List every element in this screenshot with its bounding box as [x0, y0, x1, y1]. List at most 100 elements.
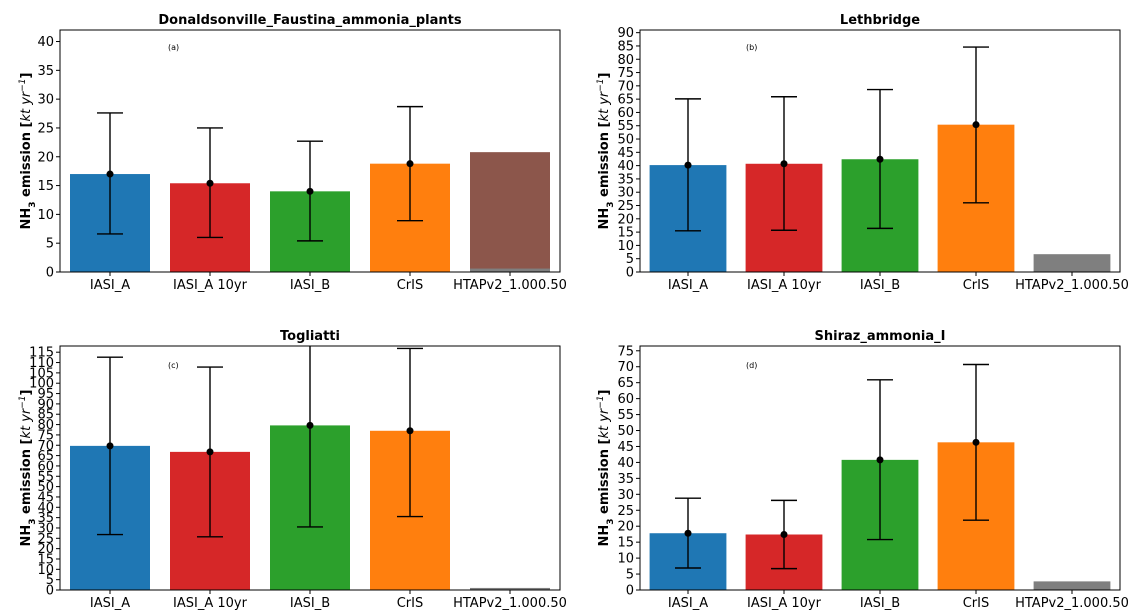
y-tick-label: 0: [46, 584, 54, 599]
y-tick-label: 70: [37, 439, 54, 454]
y-axis-label-part-4: −1: [596, 78, 606, 91]
y-tick-label: 45: [37, 490, 54, 505]
y-axis-label-part-2: emission [: [597, 121, 612, 201]
mean-point: [406, 160, 414, 168]
y-tick-label: 85: [37, 408, 54, 423]
chart-panel-2: Lethbridge(b)051015202530354045505560657…: [596, 13, 1129, 293]
y-axis-label-part-5: ]: [19, 390, 34, 396]
mean-point: [876, 155, 884, 163]
y-axis-label: NH3 emission [kt yr−1]: [596, 390, 616, 547]
y-tick-label: 40: [37, 35, 54, 50]
y-tick-label: 60: [37, 459, 54, 474]
y-tick-label: 20: [617, 520, 634, 535]
x-tick-label: CrIS: [963, 278, 990, 293]
y-tick-label: 0: [626, 584, 634, 599]
x-tick-label: HTAPv2_1.000.50: [453, 278, 567, 293]
y-tick-label: 15: [37, 179, 54, 194]
y-tick-label: 90: [37, 397, 54, 412]
y-axis-label-part-4: −1: [18, 395, 28, 408]
y-axis-label-part-0: NH: [19, 525, 34, 547]
y-tick-label: 30: [617, 186, 634, 201]
y-tick-label: 50: [37, 480, 54, 495]
y-tick-label: 100: [29, 377, 54, 392]
y-tick-label: 10: [617, 239, 634, 254]
x-tick-label: IASI_A 10yr: [173, 596, 248, 610]
mean-point: [684, 529, 692, 537]
y-tick-label: 70: [617, 360, 634, 375]
chart-title: Lethbridge: [840, 13, 920, 28]
y-tick-label: 65: [37, 449, 54, 464]
y-tick-label: 10: [617, 552, 634, 567]
y-tick-label: 20: [37, 150, 54, 165]
y-tick-label: 5: [46, 237, 54, 252]
x-tick-label: IASI_B: [860, 278, 900, 293]
y-axis-label-part-4: −1: [18, 78, 28, 91]
y-tick-label: 105: [29, 366, 54, 381]
mean-point: [684, 161, 692, 169]
y-tick-label: 60: [617, 392, 634, 407]
y-tick-label: 0: [46, 266, 54, 281]
y-axis-label-part-3: kt yr: [19, 407, 34, 438]
y-axis-label-part-0: NH: [597, 525, 612, 547]
mean-point: [206, 179, 214, 187]
x-tick-label: IASI_A 10yr: [747, 278, 822, 293]
y-tick-label: 55: [617, 408, 634, 423]
y-tick-label: 50: [617, 133, 634, 148]
y-tick-label: 40: [617, 159, 634, 174]
y-axis-label: NH3 emission [kt yr−1]: [596, 73, 616, 230]
x-tick-label: IASI_A 10yr: [173, 278, 248, 293]
bar-htapv2-1-000-50: [1033, 581, 1111, 590]
x-tick-label: IASI_A: [90, 278, 130, 293]
y-tick-label: 110: [29, 356, 54, 371]
chart-title: Togliatti: [280, 329, 340, 344]
chart-panel-3: Togliatti (c) 0510152025303540455055606570…: [18, 329, 567, 610]
bar-htapv2-1-000-50: [470, 152, 550, 272]
y-tick-label: 90: [617, 26, 634, 41]
y-axis-label-part-2: emission [: [19, 438, 34, 518]
y-tick-label: 15: [617, 226, 634, 241]
chart-title: Shiraz_ammonia_I: [815, 329, 946, 344]
y-tick-label: 20: [617, 212, 634, 227]
y-tick-label: 35: [617, 172, 634, 187]
y-axis-label-part-5: ]: [597, 73, 612, 79]
y-tick-label: 25: [617, 199, 634, 214]
chart-title: Donaldsonville_Faustina_ammonia_plants: [158, 13, 461, 28]
panel-label: (d): [746, 361, 757, 370]
y-tick-label: 45: [617, 440, 634, 455]
y-tick-label: 50: [617, 424, 634, 439]
y-tick-label: 85: [617, 39, 634, 54]
y-axis-label-part-5: ]: [19, 73, 34, 79]
y-tick-label: 30: [37, 521, 54, 536]
mean-point: [306, 421, 314, 429]
mean-point: [780, 531, 788, 539]
mean-point: [972, 121, 980, 129]
x-tick-label: CrIS: [397, 278, 424, 293]
y-tick-label: 35: [37, 64, 54, 79]
mean-point: [406, 427, 414, 435]
panel-label: (c): [168, 361, 179, 370]
y-tick-label: 75: [617, 66, 634, 81]
x-tick-label: CrIS: [397, 596, 424, 610]
mean-point: [972, 438, 980, 446]
y-axis-label-part-2: emission [: [19, 121, 34, 201]
y-tick-label: 10: [37, 208, 54, 223]
chart-panel-4: Shiraz_ammonia_I (d) 051015202530354045505…: [596, 329, 1129, 610]
y-axis-label-part-4: −1: [596, 395, 606, 408]
x-tick-label: IASI_A 10yr: [747, 596, 822, 610]
y-tick-label: 75: [617, 344, 634, 359]
mean-point: [876, 456, 884, 464]
y-tick-label: 0: [626, 266, 634, 281]
mean-point: [306, 187, 314, 195]
mean-point: [106, 442, 114, 450]
y-tick-label: 10: [37, 563, 54, 578]
y-axis-label-part-1: 3: [606, 201, 616, 207]
y-tick-label: 60: [617, 106, 634, 121]
y-tick-label: 25: [37, 532, 54, 547]
mean-point: [206, 448, 214, 456]
y-tick-label: 20: [37, 542, 54, 557]
x-tick-label: IASI_A: [668, 278, 708, 293]
y-tick-label: 35: [37, 511, 54, 526]
x-tick-label: HTAPv2_1.000.50: [1015, 278, 1129, 293]
y-tick-label: 15: [617, 536, 634, 551]
